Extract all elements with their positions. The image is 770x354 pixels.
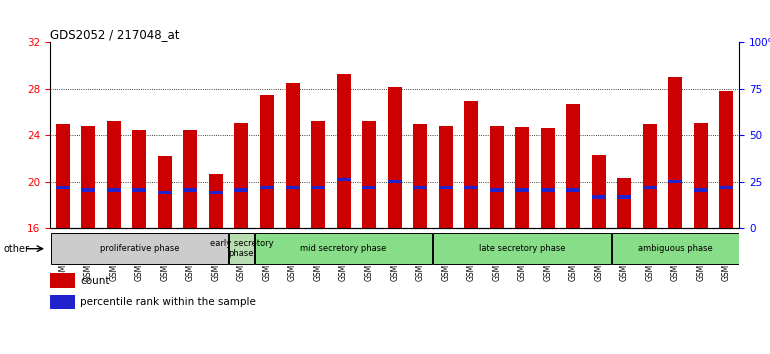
Bar	[464, 186, 478, 189]
Text: ambiguous phase: ambiguous phase	[638, 244, 713, 253]
Bar	[286, 83, 300, 228]
Bar	[51, 233, 228, 264]
Bar	[158, 156, 172, 228]
Bar	[311, 121, 325, 228]
Bar	[387, 180, 402, 183]
Bar	[55, 124, 70, 228]
Bar	[668, 180, 682, 183]
Bar	[592, 195, 606, 199]
Text: other: other	[4, 244, 30, 254]
Bar	[336, 178, 350, 181]
Text: early secretory
phase: early secretory phase	[209, 239, 273, 258]
Bar	[541, 188, 555, 192]
Bar	[618, 195, 631, 199]
Bar	[643, 186, 657, 189]
Bar	[234, 122, 249, 228]
Bar	[464, 101, 478, 228]
Text: mid secretory phase: mid secretory phase	[300, 244, 387, 253]
Bar	[694, 122, 708, 228]
Text: late secretory phase: late secretory phase	[479, 244, 565, 253]
Bar	[229, 233, 254, 264]
Bar	[515, 188, 529, 192]
Bar	[515, 127, 529, 228]
Bar	[434, 233, 611, 264]
Bar	[719, 186, 734, 189]
Bar	[55, 186, 70, 189]
Bar	[668, 77, 682, 228]
Bar	[439, 126, 453, 228]
Bar	[50, 273, 75, 288]
Bar	[413, 186, 427, 189]
Bar	[260, 95, 274, 228]
Bar	[439, 186, 453, 189]
Bar	[311, 186, 325, 189]
Bar	[362, 186, 376, 189]
Bar	[719, 91, 734, 228]
Bar	[234, 188, 249, 192]
Bar	[618, 178, 631, 228]
Bar	[255, 233, 433, 264]
Text: proliferative phase: proliferative phase	[99, 244, 179, 253]
Bar	[158, 191, 172, 194]
Bar	[260, 186, 274, 189]
Text: GDS2052 / 217048_at: GDS2052 / 217048_at	[50, 28, 179, 41]
Bar	[541, 129, 555, 228]
Bar	[183, 188, 197, 192]
Bar	[643, 124, 657, 228]
Bar	[286, 186, 300, 189]
Bar	[82, 188, 95, 192]
Bar	[82, 126, 95, 228]
Bar	[413, 124, 427, 228]
Bar	[132, 130, 146, 228]
Bar	[336, 74, 350, 228]
Bar	[490, 188, 504, 192]
Bar	[50, 295, 75, 309]
Bar	[209, 174, 223, 228]
Bar	[132, 188, 146, 192]
Bar	[387, 87, 402, 228]
Bar	[107, 188, 121, 192]
Bar	[183, 130, 197, 228]
Bar	[694, 188, 708, 192]
Text: percentile rank within the sample: percentile rank within the sample	[80, 297, 256, 307]
Bar	[490, 126, 504, 228]
Bar	[566, 188, 581, 192]
Bar	[612, 233, 738, 264]
Bar	[107, 121, 121, 228]
Bar	[592, 155, 606, 228]
Text: count: count	[80, 276, 110, 286]
Bar	[209, 191, 223, 194]
Bar	[566, 104, 581, 228]
Bar	[362, 121, 376, 228]
